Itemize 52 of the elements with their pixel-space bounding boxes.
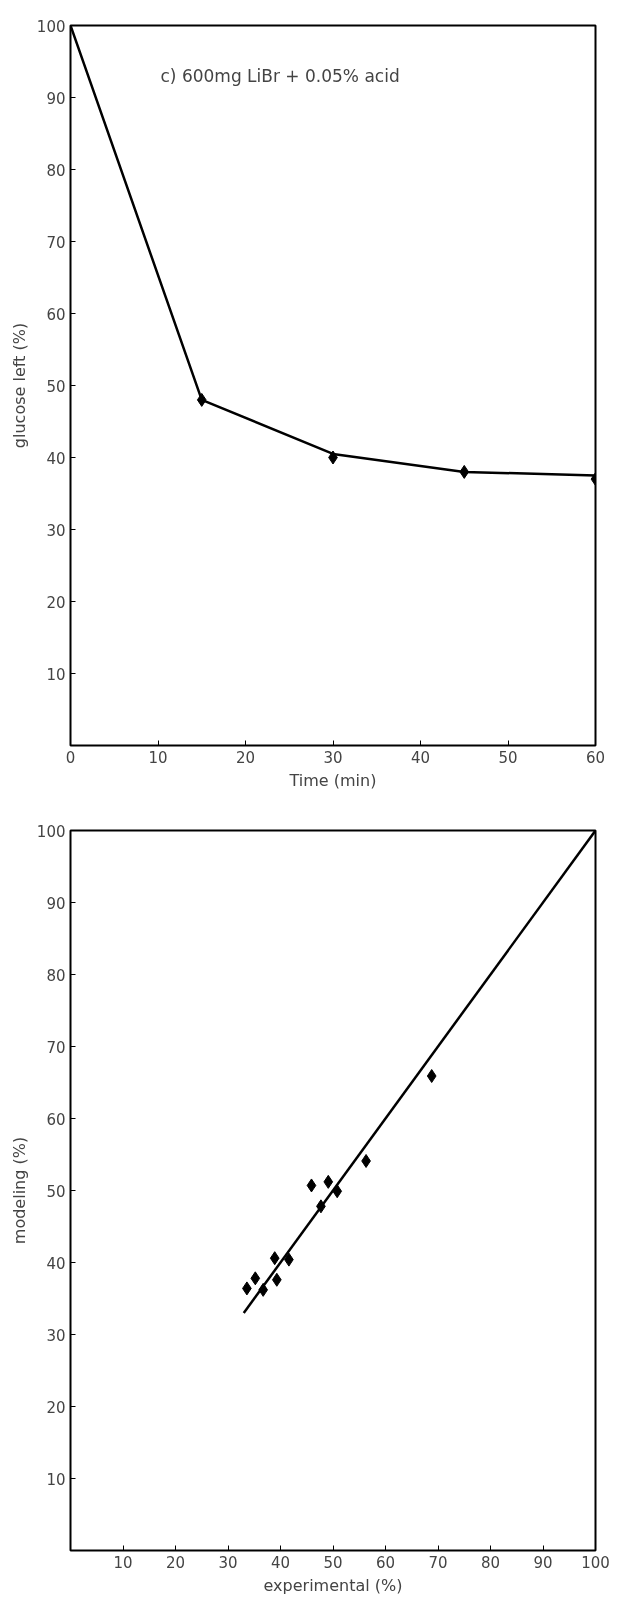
y-tick-label: 60	[46, 305, 66, 324]
y-tick-label: 70	[46, 1038, 66, 1057]
x-tick-label: 70	[428, 1553, 448, 1572]
y-tick-label: 40	[46, 449, 66, 468]
y-tick-label: 10	[46, 1470, 66, 1489]
point	[426, 1069, 437, 1084]
x-tick-label: 60	[585, 748, 606, 767]
y-tick-label: 10	[46, 665, 66, 684]
point	[196, 392, 207, 407]
x-axis-title: experimental (%)	[263, 1575, 403, 1595]
x-tick-label: 30	[218, 1553, 238, 1572]
point	[258, 1282, 269, 1297]
x-tick-label: 100	[581, 1553, 610, 1572]
x-tick-label: 30	[323, 748, 343, 767]
x-tick-label: 20	[165, 1553, 186, 1572]
y-tick-label: 90	[46, 89, 66, 108]
point	[269, 1251, 280, 1266]
y-axis-title: glucose left (%)	[9, 322, 29, 449]
point	[306, 1178, 317, 1193]
point	[271, 1272, 282, 1287]
y-tick-label: 50	[46, 377, 66, 396]
y-tick-label: 40	[46, 1254, 66, 1273]
y-tick-label: 80	[46, 161, 66, 180]
y-tick-label: 90	[46, 894, 66, 913]
y-tick-label: 80	[46, 966, 66, 985]
y-tick-label: 60	[46, 1110, 66, 1129]
x-tick-label: 10	[148, 748, 168, 767]
x-tick-label: 50	[323, 1553, 343, 1572]
x-tick-label: 90	[533, 1553, 553, 1572]
y-tick-label: 50	[46, 1182, 66, 1201]
x-tick-label: 10	[113, 1553, 133, 1572]
y-axis-title: modeling (%)	[9, 1136, 29, 1245]
y-tick-label: 20	[46, 593, 66, 612]
annotation: c) 600mg LiBr + 0.05% acid	[160, 65, 400, 86]
point	[250, 1271, 261, 1286]
y-tick-label: 20	[46, 1398, 66, 1417]
x-axis-title: Time (min)	[288, 770, 377, 790]
x-tick-label: 80	[480, 1553, 501, 1572]
point	[323, 1174, 334, 1189]
x-tick-label: 50	[498, 748, 518, 767]
x-tick-label: 40	[270, 1553, 291, 1572]
x-tick-label: 0	[65, 748, 76, 767]
y-tick-label: 100	[36, 822, 66, 841]
y-tick-label: 70	[46, 233, 66, 252]
x-tick-label: 40	[410, 748, 431, 767]
x-tick-label: 20	[235, 748, 256, 767]
point	[332, 1184, 343, 1199]
y-tick-label: 100	[36, 17, 66, 36]
x-tick-label: 60	[375, 1553, 396, 1572]
point	[459, 464, 470, 479]
y-tick-label: 30	[46, 521, 66, 540]
y-tick-label: 30	[46, 1326, 66, 1345]
